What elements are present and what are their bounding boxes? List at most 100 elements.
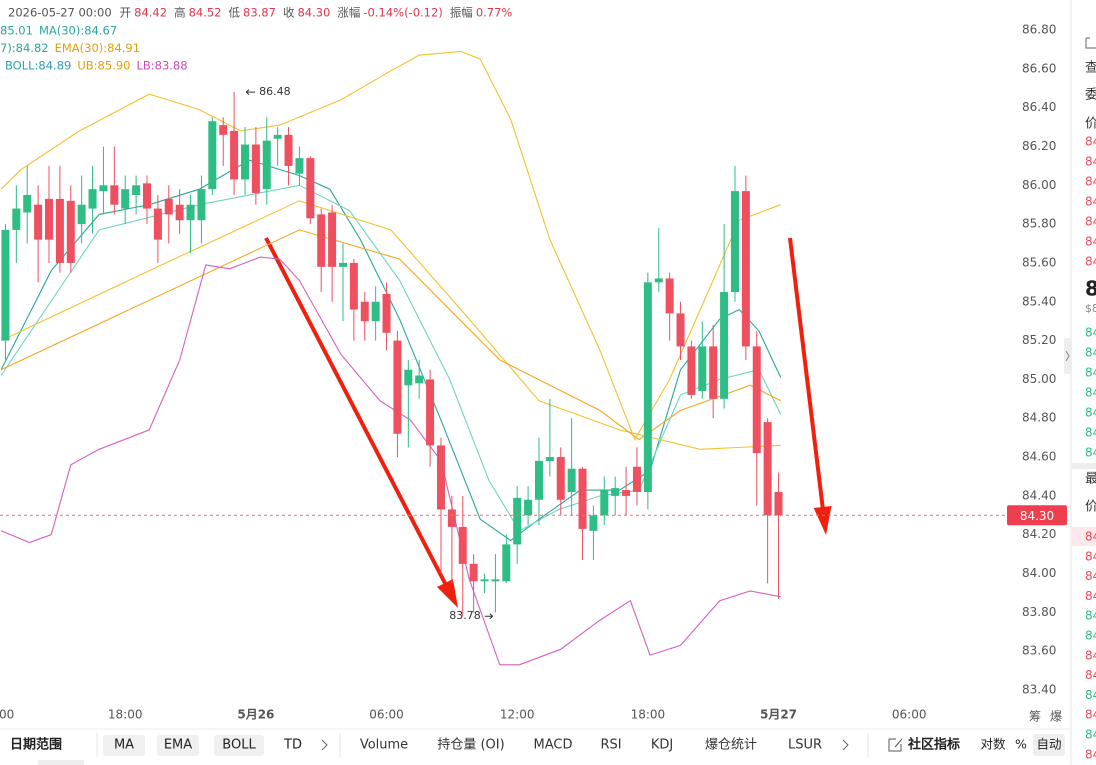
- indicator-line: [0, 200, 781, 450]
- candle-body: [99, 185, 108, 192]
- header-value: 0.77%: [476, 6, 513, 20]
- candle-body: [88, 189, 97, 209]
- candle-body: [23, 195, 32, 213]
- candle-body: [502, 544, 511, 582]
- candle-body: [698, 346, 707, 392]
- y-tick-label: 84.40: [1022, 488, 1056, 502]
- sub-indicator-tab[interactable]: KDJ: [651, 738, 673, 753]
- x-tick-label: 5月26: [237, 708, 274, 722]
- sub-indicator-tab[interactable]: Volume: [360, 738, 408, 753]
- candle-body: [142, 183, 151, 209]
- candle-body: [524, 499, 533, 516]
- x-tick-label: 18:00: [108, 708, 143, 722]
- sub-indicator-tab[interactable]: 持仓量 (OI): [437, 738, 504, 753]
- side-header: 查: [1085, 61, 1096, 76]
- sub-indicator-tab[interactable]: LSUR: [788, 738, 822, 753]
- y-tick-label: 84.80: [1022, 411, 1056, 425]
- last-price-label: 84.30: [1020, 509, 1054, 523]
- x-tick-label: 12:00: [500, 708, 535, 722]
- header-label: 振幅: [450, 6, 473, 20]
- bid-price: 84: [1085, 366, 1096, 380]
- trade-price: 84: [1085, 747, 1096, 761]
- bid-price: 84: [1085, 406, 1096, 420]
- annotation-label: 86.48: [259, 85, 291, 98]
- sub-indicator-tab[interactable]: MACD: [534, 738, 573, 753]
- trade-price: 84: [1085, 589, 1096, 603]
- candle-body: [44, 198, 53, 240]
- candle-body: [208, 121, 217, 190]
- candle-body: [240, 144, 249, 180]
- x-tick-label: 5月27: [760, 708, 797, 722]
- y-tick-label: 85.80: [1022, 217, 1056, 231]
- ask-price: 84: [1085, 155, 1096, 169]
- side-header: 委: [1085, 88, 1096, 103]
- bid-price: 84: [1085, 346, 1096, 360]
- chart-option[interactable]: %: [1015, 737, 1027, 752]
- y-tick-label: 83.80: [1022, 605, 1056, 619]
- candle-body: [55, 198, 64, 263]
- candle-body: [382, 294, 391, 333]
- dropdown-caret: [54, 742, 62, 747]
- candle-body: [709, 346, 718, 399]
- candle-body: [534, 460, 543, 500]
- arrow-head: [437, 579, 458, 608]
- side-last: 8: [1085, 277, 1096, 301]
- candle-body: [262, 140, 271, 190]
- candle-body: [284, 134, 293, 166]
- chart-option[interactable]: 自动: [1036, 737, 1061, 752]
- community-indicators[interactable]: 社区指标: [907, 737, 960, 753]
- date-range[interactable]: 日期范围: [10, 737, 62, 753]
- candle-body: [317, 214, 326, 267]
- indicator-tab[interactable]: BOLL: [222, 738, 256, 753]
- indicator-line: [0, 159, 782, 542]
- trade-highlight: [1072, 527, 1096, 546]
- candle-body: [480, 579, 489, 582]
- side-last-sub: $8: [1085, 302, 1096, 315]
- candle-body: [545, 457, 554, 461]
- trade-price: 84: [1085, 688, 1096, 702]
- indicator-tab[interactable]: EMA: [164, 738, 192, 753]
- candle-body: [720, 292, 729, 399]
- bid-price: 84: [1085, 446, 1096, 460]
- candle-body: [34, 204, 43, 240]
- ask-price: 84: [1085, 215, 1096, 229]
- candle-body: [763, 422, 772, 516]
- chart-option[interactable]: 对数: [980, 737, 1006, 752]
- header-value: 83.87: [243, 6, 276, 20]
- legend-entry: BOLL:84.89: [5, 59, 71, 73]
- legend-entry: EMA(30):84.91: [55, 41, 140, 55]
- toolbar-chevron[interactable]: [321, 739, 328, 751]
- candle-body: [186, 204, 195, 221]
- header-label: 涨幅: [337, 6, 360, 20]
- toolbar-chevron[interactable]: [842, 739, 849, 751]
- candle-body: [251, 144, 260, 194]
- side-header: 价: [1085, 500, 1096, 515]
- sub-indicator-tab[interactable]: RSI: [600, 738, 621, 753]
- candle-body: [752, 346, 761, 454]
- candle-body: [730, 191, 739, 293]
- ask-price: 84: [1085, 255, 1096, 269]
- header-value: 84.52: [189, 6, 222, 20]
- collapse-tab[interactable]: [1064, 338, 1072, 374]
- sub-indicator-tab[interactable]: 爆仓统计: [705, 738, 757, 753]
- axis-extra-label[interactable]: 爆: [1050, 710, 1062, 724]
- axis-extra-label[interactable]: 筹: [1029, 710, 1041, 724]
- indicator-tab[interactable]: TD: [283, 738, 302, 753]
- x-tick-label: 18:00: [631, 708, 666, 722]
- y-tick-label: 84.20: [1022, 527, 1056, 541]
- candle-body: [513, 497, 522, 545]
- candle-body: [578, 468, 587, 529]
- candle-body: [567, 468, 576, 492]
- y-tick-label: 84.60: [1022, 450, 1056, 464]
- annotation-arrow: [245, 89, 256, 96]
- candle-body: [676, 313, 685, 347]
- header-label: 低: [229, 6, 241, 20]
- last-price-tag: [1007, 505, 1067, 526]
- candle-body: [273, 134, 282, 139]
- bid-price: 84: [1085, 326, 1096, 340]
- indicator-tab[interactable]: MA: [114, 738, 134, 753]
- candle-body: [295, 158, 304, 174]
- ask-price: 84: [1085, 195, 1096, 209]
- toolbar-underline: [38, 760, 84, 765]
